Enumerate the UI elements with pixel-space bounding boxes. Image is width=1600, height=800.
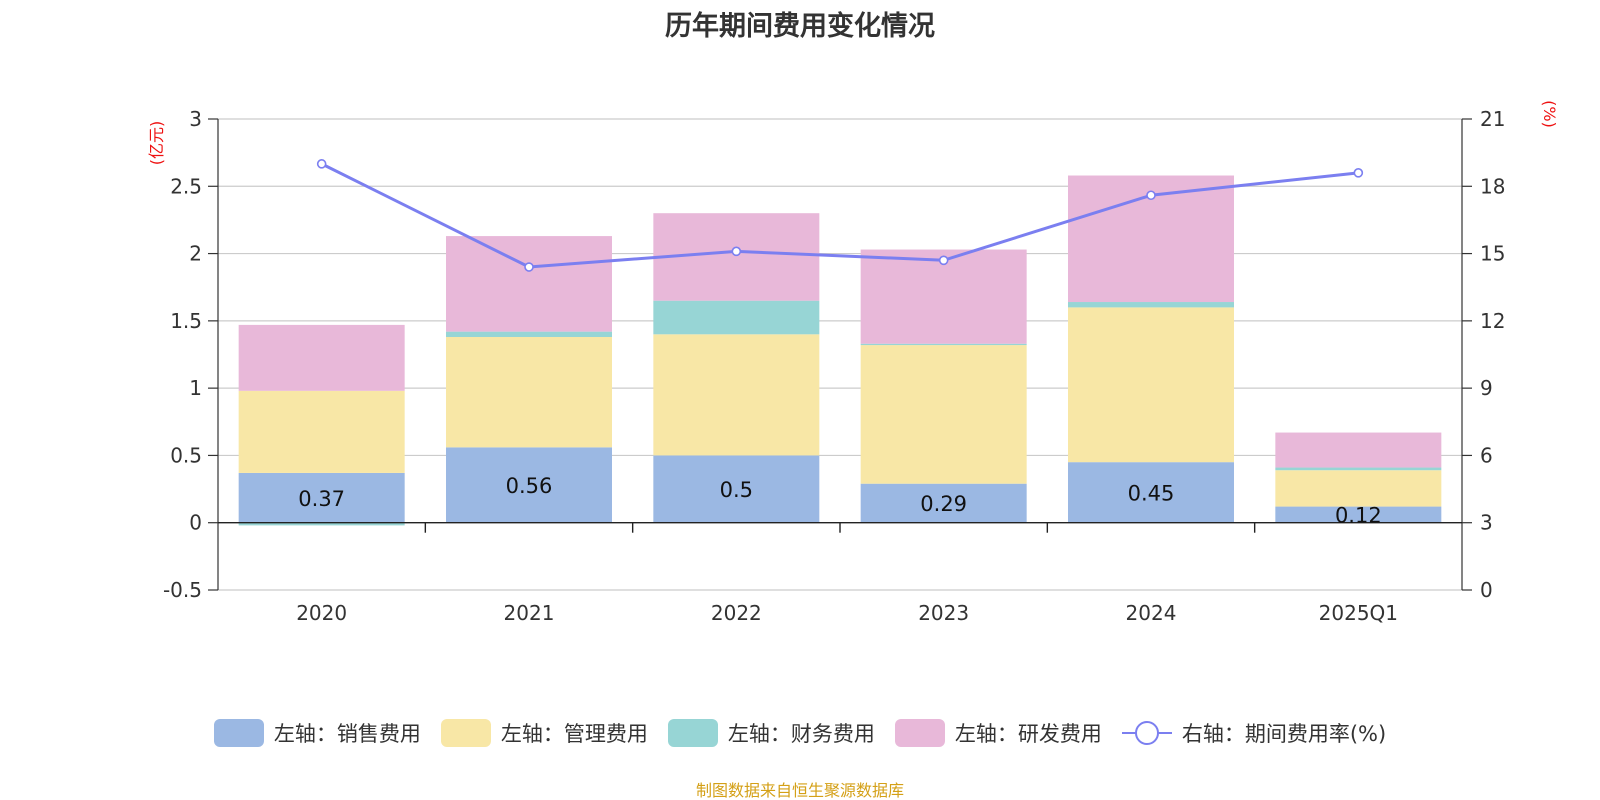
bar-segment (1068, 462, 1234, 523)
category-label: 2024 (1126, 601, 1177, 625)
right-tick-label: 15 (1480, 242, 1505, 266)
right-tick-label: 21 (1480, 107, 1505, 131)
category-label: 2023 (918, 601, 969, 625)
category-label: 2022 (711, 601, 762, 625)
bar-segment (1275, 467, 1442, 471)
left-tick-label: 0.5 (170, 443, 202, 467)
legend-item[interactable]: 左轴：管理费用 (440, 718, 648, 748)
legend-label: 左轴：研发费用 (954, 722, 1102, 746)
axes: -0.5 0 0.5 1 1.5 2 2.5 3 0 3 6 9 12 15 18 21 2020 2021 202… (147, 100, 1559, 625)
legend-label: 左轴：财务费用 (727, 722, 875, 746)
bar-segment (238, 522, 405, 526)
legend-swatch (440, 719, 491, 747)
rate-line (316, 159, 1364, 272)
legend-line-marker (1121, 719, 1172, 747)
bar-segment (446, 331, 612, 338)
bar-value-label: 0.29 (920, 492, 967, 516)
left-tick-label: 0 (189, 511, 202, 535)
legend-item[interactable]: 右轴：期间费用率(%) (1121, 718, 1387, 748)
rate-point (938, 255, 949, 266)
bar-segment (446, 337, 612, 448)
left-axis-unit: (亿元) (147, 121, 166, 166)
right-tick-label: 9 (1480, 376, 1493, 400)
bar-segment (653, 455, 820, 523)
legend-label: 左轴：管理费用 (500, 722, 648, 746)
bar-segment (238, 472, 405, 523)
legend-label: 右轴：期间费用率(%) (1181, 722, 1387, 746)
bars (238, 175, 1442, 526)
bar-segment (1068, 302, 1234, 308)
left-tick-label: 1.5 (170, 309, 202, 333)
rate-point (1146, 190, 1156, 201)
legend-swatch (667, 719, 718, 747)
bar-segment (446, 447, 612, 523)
right-tick-label: 3 (1480, 511, 1493, 535)
left-tick-label: 2 (189, 242, 202, 266)
left-tick-label: 1 (189, 376, 202, 400)
legend-item[interactable]: 左轴：销售费用 (213, 718, 421, 748)
bar-segment (860, 345, 1027, 484)
left-tick-label: 2.5 (170, 174, 202, 198)
legend-label: 左轴：销售费用 (273, 722, 421, 746)
right-tick-label: 12 (1480, 309, 1505, 333)
legend-swatch (894, 719, 945, 747)
legend: 左轴：销售费用 左轴：管理费用 左轴：财务费用 左轴：研发费用 右轴：期间费用率(%) (0, 718, 1600, 748)
bar-segment (446, 236, 612, 332)
bar-segment (860, 483, 1027, 523)
left-tick-label: -0.5 (163, 578, 202, 602)
right-tick-label: 18 (1480, 174, 1505, 198)
bar-value-label: 0.45 (1128, 481, 1175, 505)
legend-swatch (213, 719, 264, 747)
bar-segment (1275, 506, 1442, 523)
bar-value-label: 0.5 (720, 478, 753, 502)
left-tick-label: 3 (189, 107, 202, 131)
bar-segment (653, 334, 820, 456)
category-label: 2025Q1 (1319, 601, 1398, 625)
bar-segment (1275, 470, 1442, 507)
bar-segment (238, 390, 405, 473)
bar-segment (860, 249, 1027, 344)
rate-point (1353, 168, 1364, 178)
source-note: 制图数据来自恒生聚源数据库 (695, 781, 904, 800)
bar-segment (653, 300, 820, 335)
rate-line-path (320, 162, 1359, 269)
right-tick-label: 6 (1480, 443, 1493, 467)
legend-item[interactable]: 左轴：研发费用 (894, 718, 1102, 748)
data-labels: 0.37 0.56 0.5 0.29 0.45 0.12 (298, 474, 1381, 528)
rate-point (524, 262, 534, 272)
bar-value-label: 0.37 (298, 487, 345, 511)
bar-value-label: 0.12 (1335, 504, 1382, 528)
bar-segment (1275, 432, 1442, 468)
category-label: 2021 (504, 601, 555, 625)
legend-item[interactable]: 左轴：财务费用 (667, 718, 875, 748)
bar-segment (238, 324, 405, 391)
bar-segment (1068, 307, 1234, 463)
bar-segment (860, 343, 1027, 346)
rate-point (316, 159, 327, 169)
category-label: 2020 (296, 601, 347, 625)
right-axis-unit: (%) (1540, 100, 1559, 128)
bar-value-label: 0.56 (506, 474, 553, 498)
right-tick-label: 0 (1480, 578, 1493, 602)
rate-point (731, 246, 742, 257)
chart-title: 历年期间费用变化情况 (665, 11, 935, 42)
